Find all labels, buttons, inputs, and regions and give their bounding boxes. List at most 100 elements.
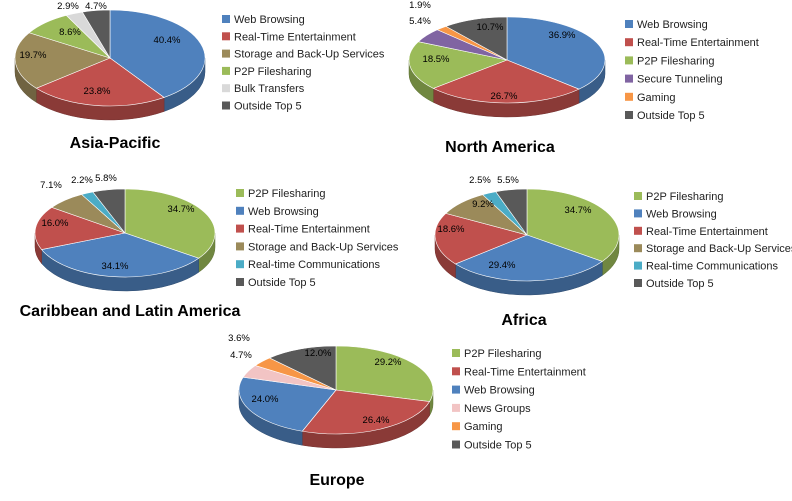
legend-swatch-real-time-entertainment	[452, 367, 460, 376]
data-label: 16.0%	[42, 218, 69, 229]
pie-slice-web-browsing	[41, 232, 200, 278]
pie-slice-outside-top-5	[268, 345, 337, 391]
data-label: 26.4%	[363, 415, 390, 426]
legend-swatch-real-time-entertainment	[236, 224, 244, 233]
legend-label: Outside Top 5	[248, 277, 316, 289]
legend-swatch-real-time-entertainment	[625, 38, 633, 47]
legend-label: News Groups	[464, 403, 531, 415]
data-label: 2.9%	[57, 1, 79, 12]
legend-swatch-outside-top-5	[634, 279, 642, 287]
data-label: 4.7%	[85, 1, 107, 12]
data-label: 2.5%	[469, 175, 491, 186]
legend-label: Real-Time Entertainment	[464, 366, 586, 378]
legend-swatch-p2p-filesharing	[452, 349, 460, 357]
pie-slice-web-browsing	[454, 234, 603, 282]
legend-label: Web Browsing	[646, 208, 717, 220]
legend-swatch-real-time-communications	[236, 260, 244, 269]
legend-label: P2P Filesharing	[234, 66, 311, 78]
legend-swatch-outside-top-5	[452, 440, 460, 449]
legend-label: Real-time Communications	[248, 259, 381, 271]
legend-swatch-outside-top-5	[222, 101, 230, 110]
data-label: 5.8%	[95, 173, 117, 184]
legend-swatch-web-browsing	[236, 206, 244, 215]
pie-slice-storage-and-back-up-services	[14, 32, 111, 89]
data-label: 12.0%	[305, 348, 332, 359]
legend-swatch-web-browsing	[634, 209, 642, 218]
legend-label: P2P Filesharing	[646, 191, 723, 203]
legend-label: Web Browsing	[637, 19, 708, 31]
legend-swatch-web-browsing	[452, 385, 460, 394]
legend-swatch-real-time-entertainment	[634, 226, 642, 235]
data-label: 18.6%	[438, 224, 465, 235]
data-label: 19.7%	[20, 50, 47, 61]
legend: P2P Filesharing Web Browsing Real-Time Ent…	[634, 191, 792, 290]
legend-label: Outside Top 5	[464, 440, 532, 452]
chart-title: Europe	[309, 472, 364, 489]
data-label: 34.7%	[168, 204, 195, 215]
legend-swatch-storage-and-back-up-services	[236, 242, 244, 251]
legend-label: Web Browsing	[234, 14, 305, 26]
legend-swatch-outside-top-5	[236, 278, 244, 286]
legend-swatch-web-browsing	[625, 20, 633, 28]
pie-slice-outside-top-5	[445, 16, 508, 61]
legend-label: P2P Filesharing	[464, 348, 541, 360]
legend-label: Storage and Back-Up Services	[646, 243, 792, 255]
data-label: 4.7%	[230, 350, 252, 361]
data-label: 24.0%	[252, 394, 279, 405]
data-label: 5.4%	[409, 16, 431, 27]
data-label: 36.9%	[549, 30, 576, 41]
legend-label: Web Browsing	[464, 385, 535, 397]
legend: P2P Filesharing Real-Time Entertainment We…	[452, 348, 586, 452]
legend-label: Bulk Transfers	[234, 83, 305, 95]
pie-slice-p2p-filesharing	[335, 345, 434, 402]
pie-slice-web-browsing	[238, 376, 337, 432]
legend-swatch-bulk-transfers	[222, 84, 230, 93]
pie-slice-outside-top-5	[495, 188, 528, 236]
legend-label: Gaming	[464, 421, 503, 433]
legend-label: Real-Time Entertainment	[637, 37, 759, 49]
data-label: 10.7%	[477, 22, 504, 33]
data-label: 40.4%	[154, 35, 181, 46]
data-label: 1.9%	[409, 0, 431, 11]
legend-swatch-p2p-filesharing	[625, 56, 633, 65]
legend-swatch-p2p-filesharing	[236, 189, 244, 197]
chart-title: North America	[445, 139, 555, 156]
pie-slice-outside-top-5	[92, 188, 126, 234]
pie-slice-p2p-filesharing	[124, 188, 216, 259]
legend-swatch-web-browsing	[222, 15, 230, 23]
legend-swatch-storage-and-back-up-services	[222, 49, 230, 58]
legend-label: Gaming	[637, 92, 676, 104]
pie-slice-web-browsing	[109, 9, 206, 98]
legend-label: P2P Filesharing	[637, 55, 714, 67]
pie-slice-p2p-filesharing	[408, 41, 509, 89]
data-label: 29.4%	[489, 260, 516, 271]
legend: P2P Filesharing Web Browsing Real-Time Ent…	[236, 188, 399, 289]
pie-slice-web-browsing	[506, 16, 606, 90]
legend-label: Real-time Communications	[646, 261, 779, 273]
legend-label: Real-Time Entertainment	[646, 226, 768, 238]
data-label: 5.5%	[497, 175, 519, 186]
legend-label: Outside Top 5	[637, 110, 705, 122]
legend-label: P2P Filesharing	[248, 188, 325, 200]
chart-title: Asia-Pacific	[70, 135, 161, 152]
pie-chart-africa: 34.7% 29.4% 18.6% 9.2% 2.5% 5.5% P2P Fileshari…	[434, 175, 792, 329]
legend-label: Outside Top 5	[646, 278, 714, 290]
legend-swatch-outside-top-5	[625, 111, 633, 119]
chart-title: Africa	[501, 312, 546, 329]
data-label: 34.1%	[102, 261, 129, 272]
data-label: 9.2%	[472, 199, 494, 210]
legend-swatch-gaming	[452, 422, 460, 431]
pie-slice-real-time-entertainment	[432, 59, 580, 104]
legend-label: Storage and Back-Up Services	[248, 241, 399, 253]
data-label: 34.7%	[565, 205, 592, 216]
data-label: 18.5%	[423, 54, 450, 65]
pie-slice-real-time-entertainment	[301, 389, 431, 435]
legend-swatch-news-groups	[452, 403, 460, 412]
legend-swatch-secure-tunneling	[625, 74, 633, 83]
legend-label: Real-Time Entertainment	[234, 31, 356, 43]
chart-title: Caribbean and Latin America	[20, 303, 241, 320]
legend: Web Browsing Real-Time Entertainment Stora…	[222, 14, 385, 113]
pie-slice-outside-top-5	[81, 9, 111, 60]
pie-chart-asia-pacific: 40.4% 23.8% 19.7% 8.6% 2.9% 4.7% Web Browsing R…	[14, 1, 385, 152]
